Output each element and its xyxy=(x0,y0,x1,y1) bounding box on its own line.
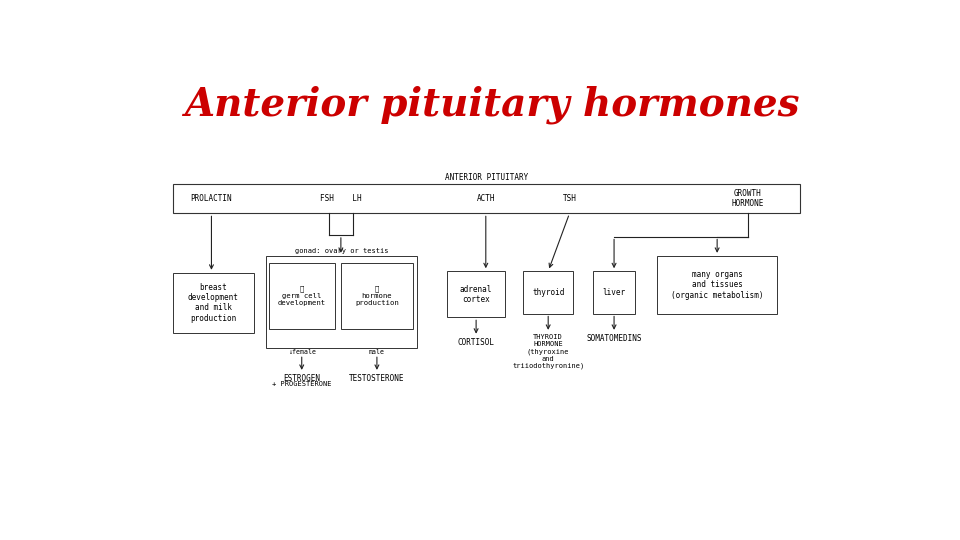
Bar xyxy=(266,256,417,348)
Text: THYROID
HORMONE
(thyroxine
and
triiodothyronine): THYROID HORMONE (thyroxine and triiodoth… xyxy=(512,334,585,369)
Text: SOMATOMEDINS: SOMATOMEDINS xyxy=(587,334,642,343)
Text: CORTISOL: CORTISOL xyxy=(458,338,494,347)
Bar xyxy=(173,184,801,213)
Text: male: male xyxy=(369,349,385,355)
Text: adrenal
cortex: adrenal cortex xyxy=(460,285,492,304)
Text: thyroid: thyroid xyxy=(532,288,564,297)
Bar xyxy=(341,264,413,329)
Text: ESTROGEN: ESTROGEN xyxy=(283,374,321,383)
Text: ②
hormone
production: ② hormone production xyxy=(355,286,398,307)
Bar xyxy=(657,256,778,314)
Text: TESTOSTERONE: TESTOSTERONE xyxy=(349,374,405,383)
Text: gonad: ovary or testis: gonad: ovary or testis xyxy=(295,248,388,254)
Text: ①
germ cell
development: ① germ cell development xyxy=(277,286,325,307)
Bar xyxy=(269,264,335,329)
Text: TSH: TSH xyxy=(563,194,576,203)
Text: PROLACTIN: PROLACTIN xyxy=(191,194,232,203)
Text: GROWTH
HORMONE: GROWTH HORMONE xyxy=(732,189,764,208)
Bar xyxy=(523,271,573,314)
Text: ↓female: ↓female xyxy=(288,349,316,355)
Text: Anterior pituitary hormones: Anterior pituitary hormones xyxy=(184,85,800,124)
Text: ACTH: ACTH xyxy=(476,194,495,203)
Text: + PROGESTERONE: + PROGESTERONE xyxy=(272,381,331,387)
Bar xyxy=(173,273,254,333)
Text: liver: liver xyxy=(603,288,626,297)
Bar xyxy=(447,271,505,318)
Text: breast
development
and milk
production: breast development and milk production xyxy=(188,282,239,323)
Bar xyxy=(592,271,636,314)
Text: many organs
and tissues
(organic metabolism): many organs and tissues (organic metabol… xyxy=(671,270,763,300)
Text: ANTERIOR PITUITARY: ANTERIOR PITUITARY xyxy=(444,173,528,182)
Text: FSH    LH: FSH LH xyxy=(320,194,362,203)
